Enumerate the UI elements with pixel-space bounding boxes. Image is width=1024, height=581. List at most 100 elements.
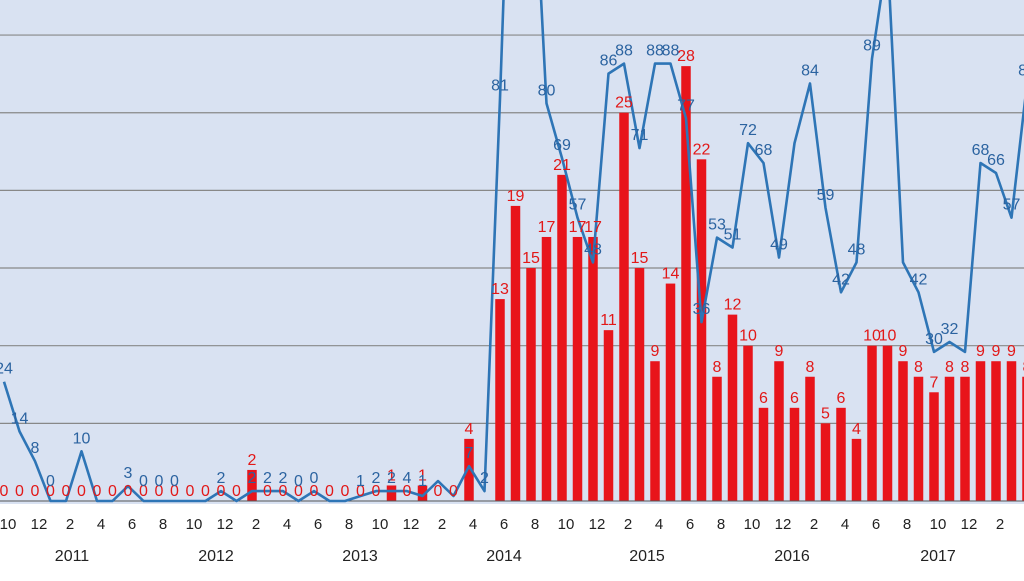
x-tick-label: 10 [0,516,16,533]
bar-label: 14 [662,266,680,283]
x-tick-label: 10 [744,516,761,533]
bar [386,485,397,501]
bar-label: 0 [294,483,303,500]
bar [820,423,831,501]
bar-label: 8 [806,359,815,376]
line-label: 53 [708,217,726,234]
x-tick-label: 10 [930,516,947,533]
bar [913,376,924,501]
bar-label: 28 [677,48,695,65]
bar-label: 0 [124,483,133,500]
x-tick-label: 2 [66,516,74,533]
bar [681,66,691,501]
line-label: 2 [387,470,396,487]
bar [417,485,428,501]
bar [1006,361,1017,501]
bar [929,392,939,501]
line-label: 57 [569,197,587,214]
bar-label: 2 [248,452,257,469]
bar [247,469,257,501]
bar-label: 0 [310,483,319,500]
bar-label: 9 [1007,343,1016,360]
bar-label: 0 [372,483,381,500]
x-tick-label: 8 [903,516,911,533]
bar-label: 22 [693,141,711,158]
line-label: 88 [615,43,633,60]
bar-label: 17 [538,219,556,236]
bar-label: 11 [600,312,617,329]
bar-label: 0 [325,483,334,500]
bar-label: 17 [584,219,602,236]
bar [619,112,629,501]
x-tick-label: 10 [558,516,575,533]
x-tick-label: 8 [345,516,353,533]
x-tick-label: 10 [372,516,389,533]
bar-label: 5 [821,405,830,422]
line-label: 24 [0,361,13,378]
bar-label: 0 [232,483,241,500]
bar [758,407,769,501]
bar-label: 13 [491,281,509,298]
line-label: 77 [677,97,695,114]
bar [541,236,552,501]
bar [696,159,707,501]
bar-label: 0 [77,483,86,500]
bar-label: 4 [852,421,861,438]
bar-label: 6 [759,390,768,407]
bar-label: 8 [914,359,923,376]
bar-label: 0 [62,483,71,500]
bar-label: 8 [713,359,722,376]
bar-label: 0 [263,483,272,500]
bar [867,345,877,501]
line-label: 2 [372,470,381,487]
line-label: 68 [755,142,773,159]
bar-label: 12 [724,297,742,314]
bar-label: 9 [775,343,784,360]
bar [960,376,970,501]
line-label: 71 [631,127,649,144]
line-label: 69 [553,137,571,154]
bar [557,174,567,501]
year-label: 2015 [629,548,665,565]
bar-label: 10 [739,328,757,345]
line-label: 84 [1018,63,1024,80]
x-year-labels: 2011 2012 2013 2014 2015 2016 2017 [55,548,956,565]
bar-label: 0 [186,483,195,500]
bar-label: 0 [434,483,443,500]
line-label: 84 [801,63,819,80]
x-tick-label: 2 [996,516,1004,533]
line-label: 89 [863,38,881,55]
year-label: 2013 [342,548,378,565]
series-line [2,0,1024,503]
bar-label: 8 [945,359,954,376]
bar [526,268,536,501]
bar-label: 21 [553,157,571,174]
line-label: 0 [46,473,55,490]
line-label: 0 [139,473,148,490]
bar-label: 1 [418,467,427,484]
line-label: 86 [600,53,618,70]
x-tick-label: 4 [841,516,849,533]
x-tick-label: 12 [403,516,420,533]
bar [588,236,598,501]
year-label: 2011 [55,548,90,565]
bar-label: 8 [1023,359,1024,376]
bar-label: 0 [108,483,117,500]
line-label: 72 [739,122,757,139]
x-tick-label: 2 [252,516,260,533]
bar-label: 10 [863,328,881,345]
line-label: 48 [848,241,866,258]
x-tick-label: 8 [159,516,167,533]
bar [1022,376,1024,501]
bar-label: 0 [217,483,226,500]
line-label: 59 [817,187,835,204]
line-label: 0 [155,473,164,490]
bar-label: 9 [992,343,1001,360]
line-label: 2 [248,470,257,487]
bar [836,407,846,501]
line-label: 1 [356,473,365,490]
bar-label: 0 [155,483,164,500]
line-data-labels: 2414801030002222001224172818069574886887… [0,38,1024,490]
